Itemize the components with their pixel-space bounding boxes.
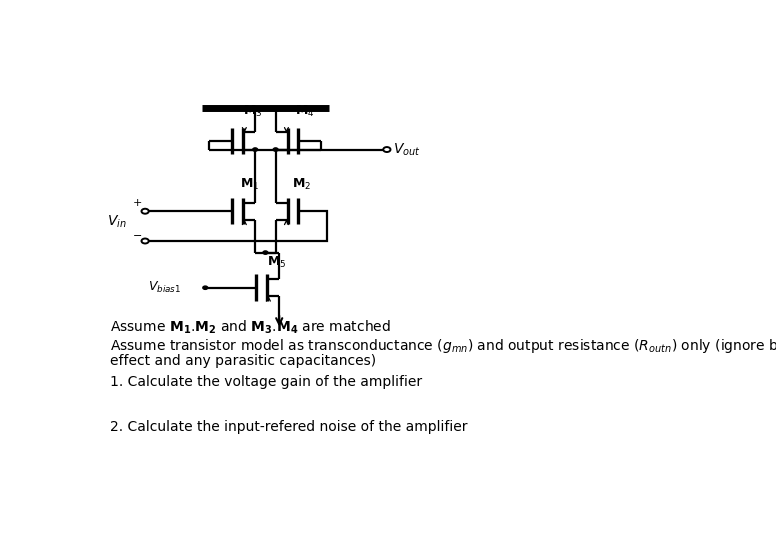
Text: M$_3$: M$_3$ <box>243 104 262 119</box>
Circle shape <box>273 148 278 151</box>
Text: +: + <box>133 198 142 208</box>
Circle shape <box>203 286 208 289</box>
Text: $V_{in}$: $V_{in}$ <box>107 214 127 230</box>
Text: 2. Calculate the input-refered noise of the amplifier: 2. Calculate the input-refered noise of … <box>110 420 468 434</box>
Text: $V_{out}$: $V_{out}$ <box>393 141 421 158</box>
Text: Assume transistor model as transconductance ($g_{mn}$) and output resistance ($R: Assume transistor model as transconducta… <box>110 337 776 355</box>
Text: $-$: $-$ <box>132 229 142 238</box>
Text: Assume $\mathbf{M_1}$.$\mathbf{M_2}$ and $\mathbf{M_3}$.$\mathbf{M_4}$ are match: Assume $\mathbf{M_1}$.$\mathbf{M_2}$ and… <box>110 319 391 336</box>
Text: 1. Calculate the voltage gain of the amplifier: 1. Calculate the voltage gain of the amp… <box>110 375 422 389</box>
Text: effect and any parasitic capacitances): effect and any parasitic capacitances) <box>110 354 376 368</box>
Text: M$_5$: M$_5$ <box>267 255 286 270</box>
Circle shape <box>253 148 258 151</box>
Text: M$_1$: M$_1$ <box>240 177 259 192</box>
Text: M$_2$: M$_2$ <box>293 177 312 192</box>
Text: M$_4$: M$_4$ <box>296 104 315 119</box>
Text: $V_{bias1}$: $V_{bias1}$ <box>148 280 182 295</box>
Circle shape <box>263 251 268 254</box>
